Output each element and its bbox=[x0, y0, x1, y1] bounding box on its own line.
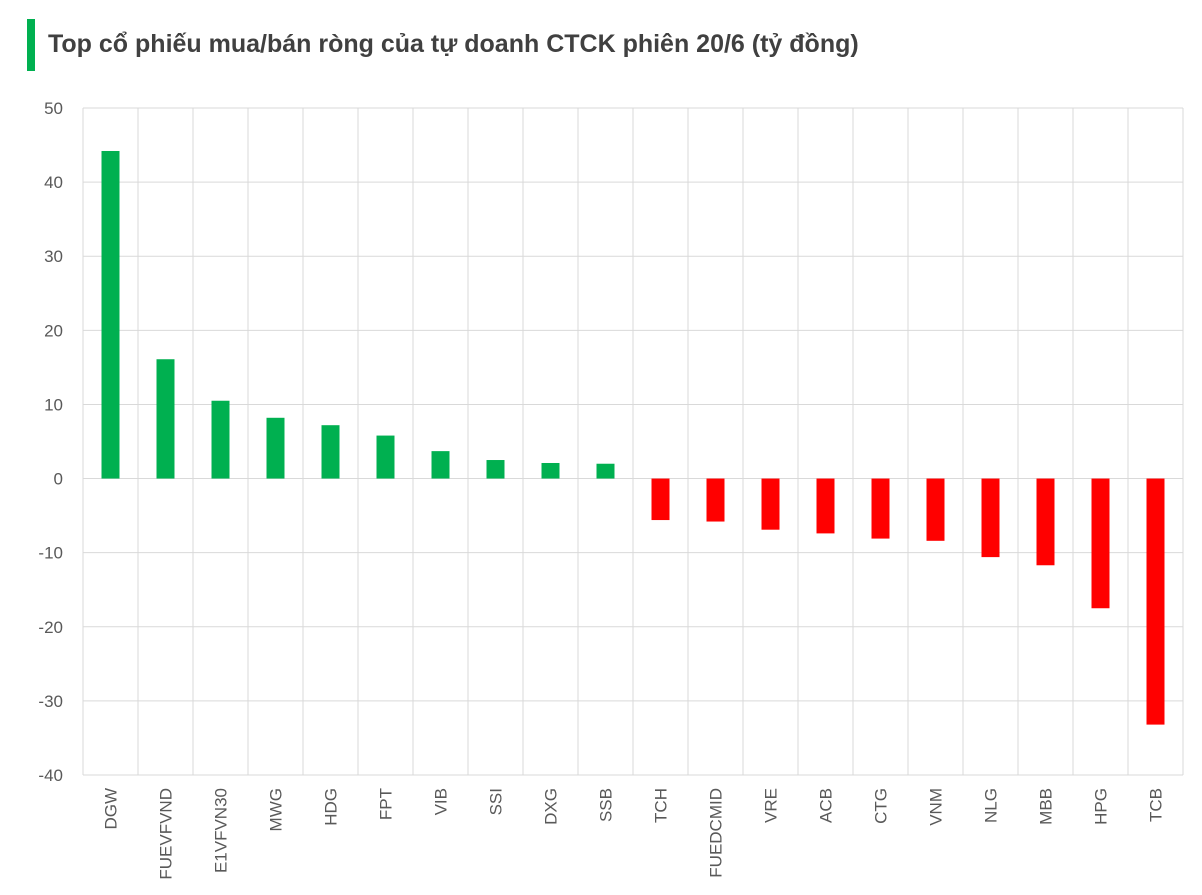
y-tick-label: 20 bbox=[44, 321, 63, 340]
bar-ctg bbox=[871, 478, 890, 539]
bar-vre bbox=[761, 478, 780, 530]
bar-mbb bbox=[1036, 478, 1055, 566]
bar-ssi bbox=[486, 460, 505, 479]
x-tick-label: E1VFVN30 bbox=[212, 788, 231, 873]
title-accent-bar bbox=[27, 19, 35, 71]
bar-nlg bbox=[981, 478, 1000, 558]
y-tick-label: 10 bbox=[44, 395, 63, 414]
y-tick-label: -20 bbox=[38, 618, 63, 637]
x-tick-label: FPT bbox=[377, 788, 396, 820]
x-tick-label: TCB bbox=[1147, 788, 1166, 822]
bar-dxg bbox=[541, 462, 560, 479]
y-axis-ticks: 50 40 30 20 10 0 -10 -20 -30 -40 bbox=[38, 99, 63, 785]
gridlines bbox=[82, 107, 1184, 776]
x-tick-label: HPG bbox=[1092, 788, 1111, 825]
bar-mwg bbox=[266, 417, 285, 479]
x-tick-label: VRE bbox=[762, 788, 781, 823]
x-tick-label: FUEVFVND bbox=[157, 788, 176, 880]
bar-acb bbox=[816, 478, 835, 534]
x-tick-label: SSB bbox=[597, 788, 616, 822]
x-tick-label: ACB bbox=[817, 788, 836, 823]
x-tick-label: VNM bbox=[927, 788, 946, 826]
y-tick-label: 30 bbox=[44, 247, 63, 266]
bars bbox=[101, 150, 1165, 725]
bar-fpt bbox=[376, 435, 395, 479]
x-axis-ticks: DGW FUEVFVND E1VFVN30 MWG HDG FPT VIB SSI DXG SSB… bbox=[102, 788, 1166, 880]
bar-vib bbox=[431, 451, 450, 479]
x-tick-label: SSI bbox=[487, 788, 506, 815]
bar-hdg bbox=[321, 425, 340, 479]
bar-tch bbox=[651, 478, 670, 521]
bar-vnm bbox=[926, 478, 945, 541]
x-tick-label: HDG bbox=[322, 788, 341, 826]
x-tick-label: TCH bbox=[652, 788, 671, 823]
x-tick-label: MWG bbox=[267, 788, 286, 831]
x-tick-label: FUEDCMID bbox=[707, 788, 726, 878]
y-tick-label: -10 bbox=[38, 544, 63, 563]
bar-fuevfvnd bbox=[156, 359, 175, 479]
bar-e1vfvn30 bbox=[211, 400, 230, 479]
x-tick-label: DXG bbox=[542, 788, 561, 825]
y-tick-label: -40 bbox=[38, 766, 63, 785]
bar-fuedcmid bbox=[706, 478, 725, 522]
x-tick-label: VIB bbox=[432, 788, 451, 815]
x-tick-label: CTG bbox=[872, 788, 891, 824]
x-tick-label: DGW bbox=[102, 788, 121, 830]
y-tick-label: -30 bbox=[38, 692, 63, 711]
y-tick-label: 40 bbox=[44, 173, 63, 192]
bar-hpg bbox=[1091, 478, 1110, 609]
y-tick-label: 50 bbox=[44, 99, 63, 118]
chart-title: Top cổ phiếu mua/bán ròng của tự doanh C… bbox=[48, 30, 859, 58]
bar-tcb bbox=[1146, 478, 1165, 725]
bar-dgw bbox=[101, 150, 120, 479]
bar-ssb bbox=[596, 463, 615, 479]
x-tick-label: NLG bbox=[982, 788, 1001, 823]
y-tick-label: 0 bbox=[54, 470, 63, 489]
x-tick-label: MBB bbox=[1037, 788, 1056, 825]
